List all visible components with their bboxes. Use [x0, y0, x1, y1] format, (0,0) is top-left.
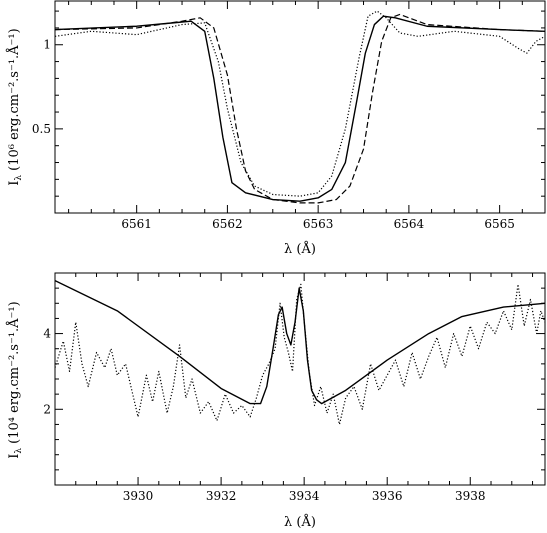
tick-marks [54, 272, 545, 486]
x-tick-label: 6563 [303, 217, 334, 231]
y-tick-label: 1 [43, 38, 51, 52]
x-axis-label: λ (Å) [284, 241, 316, 257]
x-tick-label: 6562 [212, 217, 243, 231]
series-line-solid [55, 279, 545, 405]
x-tick-label: 6565 [484, 217, 515, 231]
y-tick-labels: 0.51 [32, 38, 51, 136]
y-tick-label: 0.5 [32, 122, 51, 136]
y-tick-labels: 24 [43, 327, 51, 417]
x-tick-label: 6561 [121, 217, 152, 231]
tick-marks [55, 1, 546, 214]
y-axis-label: Iλ(10⁶ erg.cm⁻².s⁻¹.Å⁻¹) [6, 28, 24, 185]
plot-frame [54, 0, 546, 214]
series-group [55, 279, 545, 426]
x-axis-label: λ (Å) [284, 514, 316, 530]
series-line-dotted [55, 10, 545, 197]
plot-frame [54, 272, 546, 486]
halpha-panel: 6561 6562 6563 6564 6565 0.51 λ (Å) Iλ(10⁶ e… [6, 0, 546, 257]
x-tick-label: 6564 [394, 217, 425, 231]
x-tick-labels: 3930 3932 3934 3936 3938 [123, 489, 486, 503]
caii-k-panel: 3930 3932 3934 3936 3938 24 λ (Å) Iλ(10⁴ erg… [6, 272, 546, 530]
y-tick-label: 4 [43, 327, 51, 341]
x-tick-label: 3934 [289, 489, 320, 503]
y-tick-label: 2 [43, 402, 51, 416]
x-tick-label: 3938 [455, 489, 486, 503]
x-tick-label: 3936 [372, 489, 403, 503]
series-group [55, 10, 545, 204]
x-tick-label: 3932 [206, 489, 237, 503]
y-axis-label: Iλ(10⁴ erg.cm⁻².s⁻¹.Å⁻¹) [6, 301, 24, 458]
x-tick-label: 3930 [123, 489, 154, 503]
x-tick-labels: 6561 6562 6563 6564 6565 [121, 217, 515, 231]
series-line-dashed [55, 13, 545, 204]
series-line-solid [55, 15, 545, 202]
series-line-dotted [55, 283, 545, 426]
